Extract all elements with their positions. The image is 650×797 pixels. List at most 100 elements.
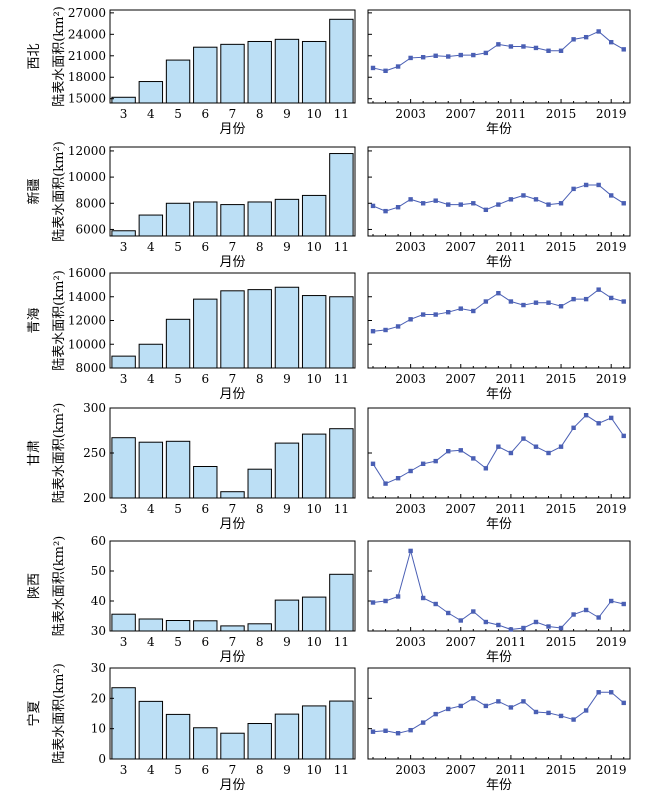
x-tick-label: 5 — [174, 240, 182, 254]
series-line — [372, 548, 624, 631]
y-tick-label: 8000 — [75, 196, 106, 210]
bar-5 — [165, 318, 191, 369]
line-panel-1: 2003 2007 2011 2015 2019 年份 — [367, 9, 631, 137]
bar-3 — [111, 437, 136, 499]
point-2012 — [521, 699, 526, 704]
y-tick-label: 50 — [91, 564, 106, 578]
point-2015 — [558, 304, 564, 309]
x-tick-label: 6 — [201, 502, 209, 516]
y-axis-label: 陆表水面积(km²) — [51, 270, 67, 371]
x-tick-label: 2003 — [395, 372, 426, 386]
point-2018 — [596, 690, 601, 695]
point-2002 — [395, 731, 401, 736]
y-tick-label: 12000 — [68, 314, 106, 328]
line-frame — [367, 9, 631, 104]
point-2014 — [546, 300, 551, 305]
bar-11 — [329, 573, 354, 632]
x-tick-label: 2003 — [395, 763, 426, 777]
bar-6 — [193, 620, 218, 632]
point-2012 — [521, 436, 526, 441]
x-tick-label: 5 — [174, 502, 182, 516]
point-2004 — [420, 201, 426, 206]
x-tick-label: 10 — [307, 107, 322, 121]
point-2016 — [571, 37, 576, 42]
region-label: 甘肃 — [27, 440, 42, 466]
x-tick-label: 5 — [174, 635, 182, 649]
point-2002 — [395, 205, 401, 210]
point-2009 — [483, 466, 489, 471]
point-2008 — [471, 308, 476, 314]
x-tick-label: 6 — [201, 240, 209, 254]
point-2006 — [446, 449, 451, 454]
point-2005 — [433, 53, 438, 58]
y-tick-label: 21000 — [68, 49, 106, 63]
point-2005 — [433, 458, 438, 464]
x-tick-label: 10 — [307, 502, 322, 516]
bar-frame — [109, 9, 356, 104]
x-axis-label: 月份 — [219, 517, 245, 532]
x-tick-label: 2007 — [445, 763, 476, 777]
point-2020 — [621, 299, 626, 304]
x-tick-label: 2015 — [546, 240, 577, 254]
point-2003 — [408, 317, 413, 322]
point-2001 — [383, 728, 388, 733]
bar-5 — [165, 59, 191, 104]
point-2002 — [395, 324, 401, 329]
bar-9 — [274, 713, 300, 760]
bar-7 — [220, 491, 245, 499]
y-tick-label: 0 — [98, 752, 106, 766]
point-2019 — [609, 193, 614, 198]
bar-8 — [247, 289, 272, 369]
point-2007 — [458, 448, 463, 453]
y-axis-label: 陆表水面积(km²) — [51, 141, 67, 242]
x-tick-label: 2003 — [395, 107, 426, 121]
point-2005 — [433, 601, 438, 607]
line-frame — [367, 407, 631, 499]
x-tick-label: 6 — [201, 763, 209, 777]
x-tick-label: 9 — [283, 502, 291, 516]
x-tick-label: 3 — [120, 763, 128, 777]
bar-10 — [301, 194, 327, 237]
point-2014 — [546, 624, 551, 629]
point-2017 — [583, 607, 589, 613]
x-axis-label: 年份 — [486, 778, 512, 793]
point-2002 — [395, 64, 401, 69]
x-axis-label: 年份 — [486, 255, 512, 270]
region-label: 新疆 — [26, 178, 42, 204]
x-tick-label: 2015 — [546, 372, 577, 386]
bar-8 — [247, 468, 272, 499]
x-tick-label: 5 — [174, 372, 182, 386]
x-tick-label: 2007 — [445, 502, 476, 516]
bar-6 — [193, 46, 218, 104]
x-tick-label: 10 — [307, 763, 322, 777]
point-2002 — [395, 476, 401, 481]
line-frame — [367, 540, 631, 632]
x-tick-label: 7 — [229, 763, 237, 777]
point-2001 — [383, 68, 388, 74]
x-tick-label: 8 — [256, 107, 264, 121]
x-tick-label: 6 — [201, 107, 209, 121]
x-tick-label: 4 — [147, 502, 155, 516]
y-axis-label: 陆表水面积(km²) — [51, 6, 67, 107]
point-2018 — [596, 421, 601, 426]
point-2011 — [508, 450, 514, 456]
point-2017 — [583, 708, 589, 713]
x-tick-label: 2015 — [546, 107, 577, 121]
point-2003 — [408, 468, 413, 474]
bar-8 — [247, 40, 272, 104]
point-2011 — [508, 299, 514, 304]
x-tick-label: 8 — [256, 372, 264, 386]
y-tick-label: 18000 — [68, 70, 106, 84]
point-2001 — [383, 327, 388, 333]
bar-9 — [274, 198, 300, 237]
x-tick-label: 3 — [120, 107, 128, 121]
x-tick-label: 2019 — [596, 502, 627, 516]
point-2004 — [420, 55, 426, 60]
point-2020 — [621, 700, 626, 706]
x-tick-label: 6 — [201, 635, 209, 649]
point-2019 — [609, 39, 614, 45]
x-tick-label: 4 — [147, 107, 155, 121]
point-2013 — [533, 619, 539, 625]
x-tick-label: 2015 — [546, 502, 577, 516]
x-tick-label: 7 — [229, 372, 237, 386]
